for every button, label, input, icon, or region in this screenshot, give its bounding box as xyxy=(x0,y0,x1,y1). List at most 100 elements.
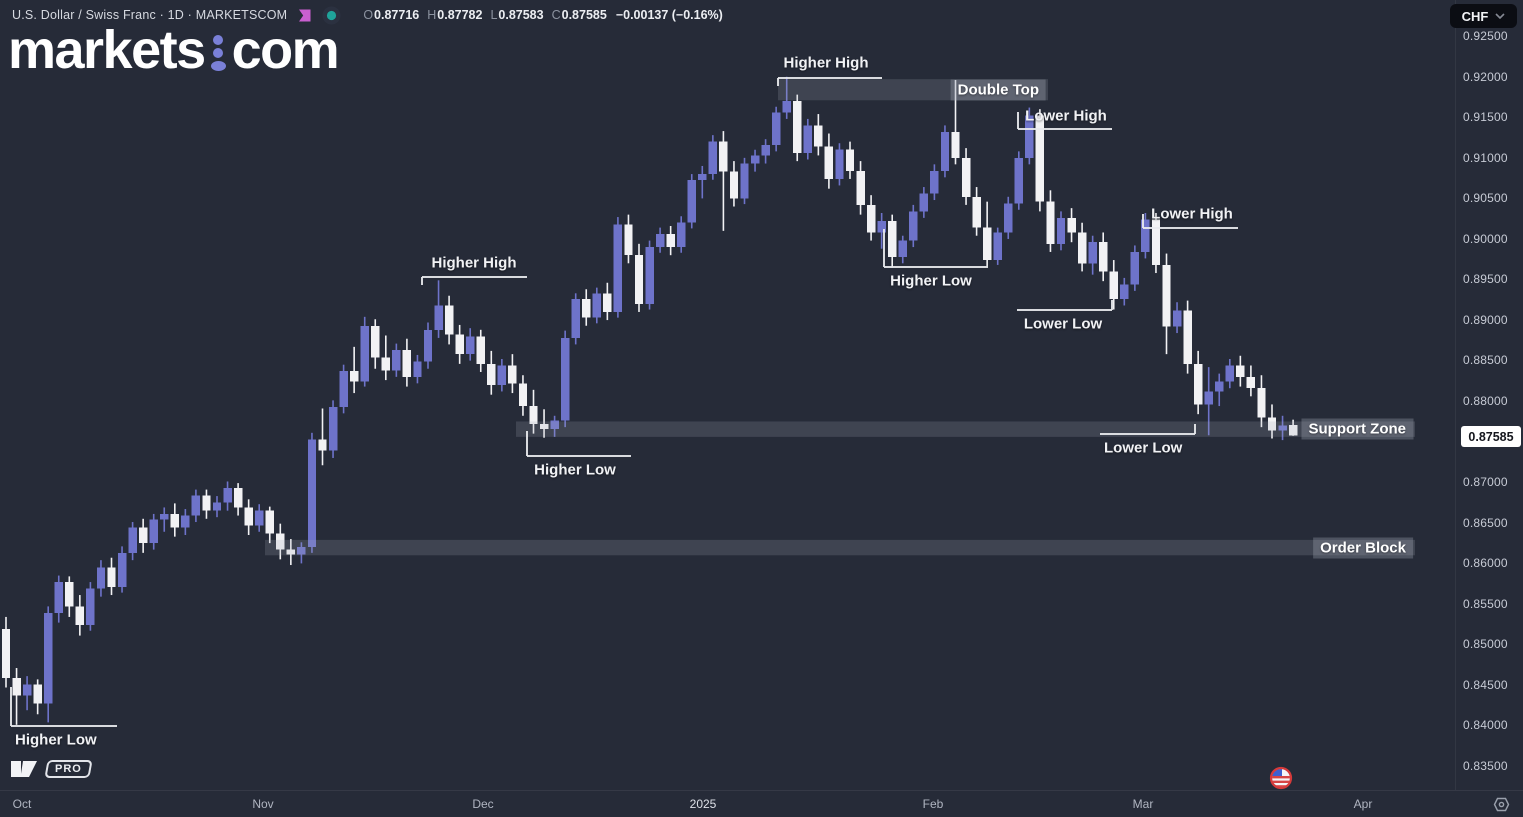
annotation-label[interactable]: Higher High xyxy=(431,254,517,272)
candle-body xyxy=(265,510,274,534)
candle-body xyxy=(972,196,981,228)
candle-body xyxy=(223,487,232,503)
price-tick-label: 0.91000 xyxy=(1463,150,1508,165)
candle-body xyxy=(1193,363,1203,405)
high-value: 0.87782 xyxy=(437,8,483,22)
candle-body xyxy=(455,334,464,355)
currency-selector[interactable]: CHF xyxy=(1450,4,1517,28)
candle-body xyxy=(1004,203,1013,233)
candle-body xyxy=(423,329,433,362)
candle-body xyxy=(824,146,834,179)
candle-body xyxy=(22,684,32,696)
annotation-label[interactable]: Lower High xyxy=(1025,107,1107,125)
price-tick-label: 0.89500 xyxy=(1463,272,1508,287)
zone-label[interactable]: Order Block xyxy=(1313,537,1413,559)
candle-body xyxy=(750,155,760,164)
candle-body xyxy=(318,439,327,451)
us-flag-event-icon[interactable] xyxy=(1269,766,1293,790)
last-price-badge: 0.87585 xyxy=(1461,426,1521,447)
candle-body xyxy=(771,112,781,145)
candle-body xyxy=(444,305,454,335)
candle-body xyxy=(856,170,865,205)
candle-body xyxy=(54,582,63,613)
candle-body xyxy=(582,298,591,318)
price-tick-label: 0.86000 xyxy=(1463,556,1508,571)
price-tick-label: 0.85500 xyxy=(1463,596,1508,611)
zone-order-block[interactable] xyxy=(265,539,1415,556)
tradingview-attribution[interactable]: PRO xyxy=(10,758,93,780)
candle-body xyxy=(487,363,496,385)
candle-body xyxy=(814,125,823,147)
candle-body xyxy=(877,221,886,233)
candle-body xyxy=(339,371,348,407)
candle-body xyxy=(1236,365,1245,377)
market-status-dot-icon[interactable] xyxy=(322,6,341,25)
candle-body xyxy=(307,439,317,548)
candle-body xyxy=(1025,115,1034,158)
candle-body xyxy=(645,247,654,304)
chart-header: U.S. Dollar / Swiss Franc · 1D · MARKETS… xyxy=(12,0,723,30)
time-axis[interactable] xyxy=(0,790,1523,817)
candle-body xyxy=(782,101,791,113)
candle-body xyxy=(1225,365,1234,382)
flag-icon[interactable] xyxy=(297,8,312,23)
price-tick-label: 0.87000 xyxy=(1463,475,1508,490)
candle-body xyxy=(1056,217,1066,244)
candle-body xyxy=(138,527,148,544)
annotation-label[interactable]: Lower Low xyxy=(1104,439,1183,457)
candle-body xyxy=(1,629,11,678)
axis-settings-icon[interactable] xyxy=(1493,796,1510,817)
annotation-label[interactable]: Higher High xyxy=(783,54,869,72)
candle-body xyxy=(930,170,939,194)
annotation-label[interactable]: Higher Low xyxy=(534,461,616,479)
candle-body xyxy=(571,298,580,338)
candle-body xyxy=(117,552,127,587)
candle-body xyxy=(940,131,950,171)
price-tick-label: 0.91500 xyxy=(1463,110,1508,125)
candle-body xyxy=(1162,264,1171,327)
time-tick-label: Feb xyxy=(922,797,944,811)
marketscom-logo: markets com xyxy=(8,23,340,77)
annotation-label[interactable]: Higher Low xyxy=(15,731,97,749)
candle-body xyxy=(1257,388,1266,418)
zone-double-top[interactable] xyxy=(778,79,1048,101)
symbol-title[interactable]: U.S. Dollar / Swiss Franc · 1D · MARKETS… xyxy=(12,8,288,22)
ohlc-readout: O 0.87716 H 0.87782 L 0.87583 C 0.87585 −0.0… xyxy=(355,8,723,22)
candle-body xyxy=(1288,425,1298,436)
candle-body xyxy=(1067,217,1076,233)
candle-body xyxy=(898,240,907,257)
candle-body xyxy=(12,677,21,696)
annotation-label[interactable]: Lower Low xyxy=(1023,315,1103,333)
candle-body xyxy=(255,510,264,526)
annotation-label[interactable]: Higher Low xyxy=(890,272,972,290)
candle-body xyxy=(328,406,338,451)
time-tick-label: Nov xyxy=(252,797,274,811)
candle-body xyxy=(708,141,718,175)
price-axis[interactable] xyxy=(1455,0,1523,790)
time-tick-label: Dec xyxy=(472,797,494,811)
candle-body xyxy=(1077,232,1087,264)
annotation-label[interactable]: Lower High xyxy=(1151,205,1233,223)
zone-label[interactable]: Support Zone xyxy=(1301,418,1413,440)
candle-body xyxy=(212,502,222,511)
high-label: H xyxy=(427,8,437,22)
candle-body xyxy=(592,293,601,318)
candle-body xyxy=(75,606,85,626)
pro-badge: PRO xyxy=(44,760,93,778)
candle-body xyxy=(518,383,528,407)
candle-body xyxy=(624,224,633,256)
low-value: 0.87583 xyxy=(498,8,544,22)
time-tick-label: Mar xyxy=(1132,797,1154,811)
candle-body xyxy=(603,293,612,312)
low-label: L xyxy=(490,8,498,22)
candle-body xyxy=(434,305,443,330)
candle-body xyxy=(740,163,749,199)
candle-body xyxy=(1204,391,1213,405)
zone-support-zone[interactable] xyxy=(516,421,1415,437)
candle-body xyxy=(993,232,1002,261)
candle-body xyxy=(1130,251,1140,285)
zone-label[interactable]: Double Top xyxy=(950,79,1046,101)
